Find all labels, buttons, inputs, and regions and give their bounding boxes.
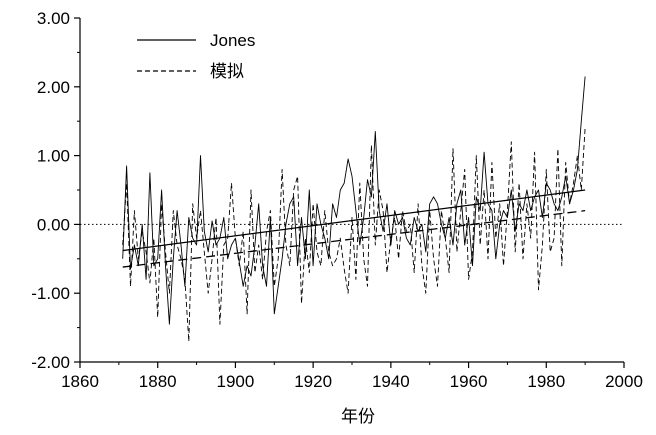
x-tick-label: 2000 <box>605 372 643 391</box>
y-tick-label: 3.00 <box>37 9 70 28</box>
trend-line-simulation <box>122 209 586 268</box>
y-tick-label: 0.00 <box>37 215 70 234</box>
y-tick-label: 2.00 <box>37 78 70 97</box>
x-tick-label: 1940 <box>372 372 410 391</box>
legend-label-simulation: 模拟 <box>210 62 244 81</box>
x-tick-label: 1920 <box>294 372 332 391</box>
x-tick-label: 1880 <box>139 372 177 391</box>
series-layer <box>122 76 586 342</box>
x-tick-label: 1980 <box>527 372 565 391</box>
x-axis-title: 年份 <box>341 407 375 426</box>
y-tick-label: 1.00 <box>37 147 70 166</box>
x-tick-label: 1860 <box>61 372 99 391</box>
trend-line-jones <box>122 189 586 252</box>
y-tick-label: -1.00 <box>31 284 70 303</box>
x-tick-label: 1900 <box>217 372 255 391</box>
x-tick-label: 1960 <box>450 372 488 391</box>
axes-layer: -2.00 -1.00 0.00 1.00 2.00 3.00 1860 1880 1900 19… <box>31 9 643 391</box>
trend-layer <box>122 189 586 268</box>
series-line-simulation <box>122 128 586 342</box>
series-line-jones <box>122 76 586 325</box>
legend: Jones 模拟 <box>137 31 255 81</box>
y-tick-label: -2.00 <box>31 353 70 372</box>
legend-label-jones: Jones <box>210 31 255 50</box>
